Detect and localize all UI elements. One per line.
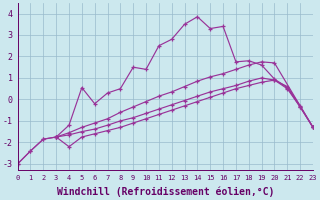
- X-axis label: Windchill (Refroidissement éolien,°C): Windchill (Refroidissement éolien,°C): [57, 187, 274, 197]
